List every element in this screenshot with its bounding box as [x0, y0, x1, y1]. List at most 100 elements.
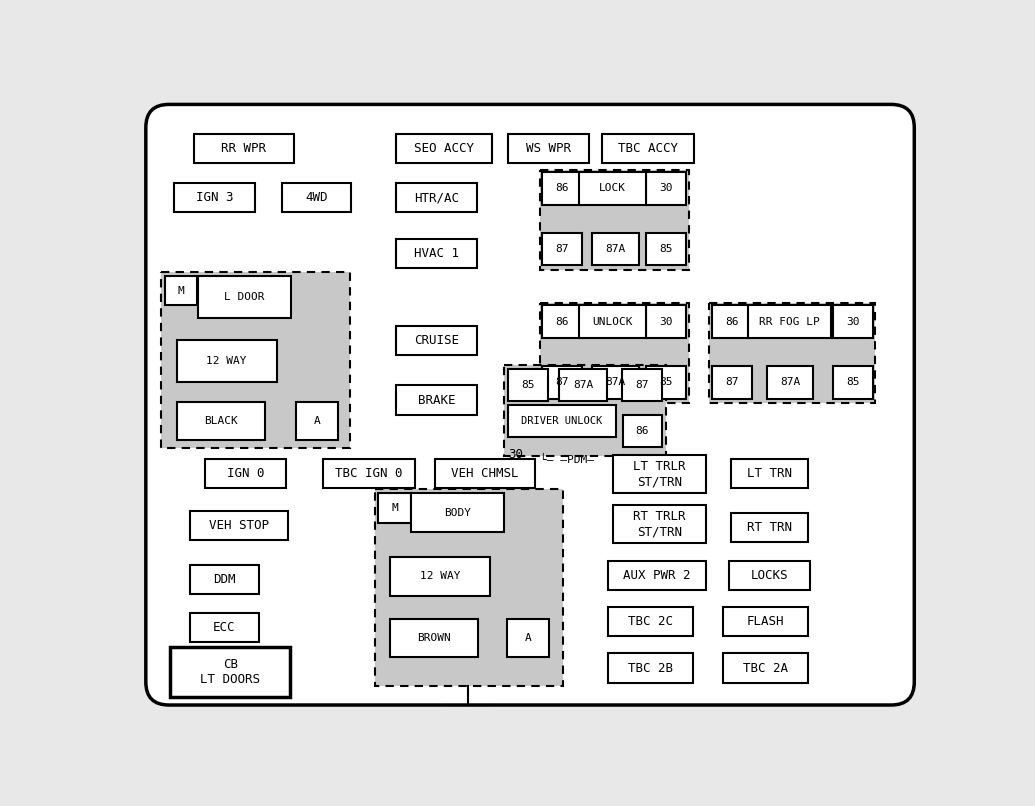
Text: IGN 3: IGN 3: [196, 191, 234, 204]
Bar: [833, 305, 873, 338]
Bar: [396, 183, 477, 212]
Bar: [592, 366, 639, 398]
Bar: [623, 415, 661, 447]
Text: RR FOG LP: RR FOG LP: [759, 317, 820, 326]
Bar: [507, 619, 550, 657]
Bar: [540, 170, 688, 270]
Bar: [542, 366, 583, 398]
Bar: [396, 385, 477, 415]
Bar: [542, 233, 583, 265]
Bar: [613, 455, 706, 493]
Text: CB
LT DOORS: CB LT DOORS: [200, 659, 260, 686]
Bar: [748, 305, 831, 338]
Text: 12 WAY: 12 WAY: [206, 356, 247, 366]
Text: BRAKE: BRAKE: [418, 393, 455, 406]
Bar: [559, 368, 608, 401]
Bar: [540, 303, 688, 403]
Bar: [508, 368, 548, 401]
Bar: [198, 276, 291, 318]
Bar: [396, 134, 493, 163]
Bar: [729, 561, 809, 590]
Text: 30: 30: [659, 317, 673, 326]
Text: AUX PWR 2: AUX PWR 2: [623, 569, 690, 582]
Bar: [189, 511, 289, 540]
Text: RT TRN: RT TRN: [747, 521, 792, 534]
Text: TBC 2A: TBC 2A: [743, 662, 789, 675]
Text: RR WPR: RR WPR: [221, 142, 266, 155]
Text: DDM: DDM: [213, 573, 236, 586]
FancyBboxPatch shape: [146, 105, 914, 705]
Text: WS WPR: WS WPR: [526, 142, 570, 155]
Text: VEH STOP: VEH STOP: [209, 519, 269, 532]
Bar: [613, 505, 706, 543]
Bar: [712, 305, 751, 338]
Text: SEO ACCY: SEO ACCY: [414, 142, 474, 155]
Bar: [296, 401, 338, 440]
Text: HTR/AC: HTR/AC: [414, 191, 459, 204]
Bar: [723, 607, 808, 637]
Text: CRUISE: CRUISE: [414, 334, 459, 347]
Bar: [542, 305, 583, 338]
Bar: [375, 489, 563, 686]
Bar: [767, 366, 814, 398]
Text: FLASH: FLASH: [747, 615, 785, 629]
Bar: [412, 493, 504, 532]
Text: DRIVER UNLOCK: DRIVER UNLOCK: [521, 416, 602, 426]
Text: M: M: [178, 286, 184, 296]
Bar: [709, 303, 875, 403]
Text: 85: 85: [659, 377, 673, 388]
Bar: [283, 183, 352, 212]
Text: LT TRLR
ST/TRN: LT TRLR ST/TRN: [633, 460, 685, 488]
Text: 87A: 87A: [605, 377, 625, 388]
Text: 86: 86: [726, 317, 739, 326]
Bar: [622, 368, 661, 401]
Bar: [435, 459, 535, 488]
Text: VEH CHMSL: VEH CHMSL: [451, 467, 519, 480]
Bar: [833, 366, 873, 398]
Bar: [174, 183, 256, 212]
Text: 85: 85: [846, 377, 859, 388]
Text: 30: 30: [659, 183, 673, 193]
Text: UNLOCK: UNLOCK: [592, 317, 632, 326]
Text: 87A: 87A: [780, 377, 800, 388]
Bar: [542, 172, 583, 205]
Text: 30: 30: [846, 317, 859, 326]
Bar: [205, 459, 286, 488]
Text: BODY: BODY: [444, 508, 471, 517]
Bar: [379, 493, 411, 522]
Text: 85: 85: [659, 244, 673, 254]
Bar: [189, 565, 259, 594]
Bar: [189, 613, 259, 642]
Text: 87: 87: [634, 380, 649, 389]
Text: LOCK: LOCK: [599, 183, 626, 193]
Text: 12 WAY: 12 WAY: [420, 571, 461, 581]
Bar: [731, 459, 808, 488]
Bar: [390, 557, 490, 596]
Bar: [504, 364, 666, 455]
Text: LOCKS: LOCKS: [750, 569, 788, 582]
Text: 86: 86: [556, 183, 569, 193]
Bar: [579, 172, 646, 205]
Bar: [723, 654, 808, 683]
Bar: [579, 305, 646, 338]
Bar: [608, 654, 692, 683]
Bar: [161, 272, 350, 448]
Text: 86: 86: [556, 317, 569, 326]
Text: A: A: [314, 416, 321, 426]
Text: 87: 87: [556, 244, 569, 254]
Text: TBC 2B: TBC 2B: [627, 662, 673, 675]
Text: RT TRLR
ST/TRN: RT TRLR ST/TRN: [633, 510, 685, 538]
Bar: [194, 134, 294, 163]
Text: 86: 86: [635, 426, 649, 436]
Text: IGN 0: IGN 0: [227, 467, 264, 480]
Bar: [177, 401, 265, 440]
Text: TBC IGN 0: TBC IGN 0: [335, 467, 403, 480]
Text: 87A: 87A: [605, 244, 625, 254]
Bar: [601, 134, 694, 163]
Bar: [646, 366, 686, 398]
Bar: [396, 326, 477, 355]
Bar: [608, 561, 706, 590]
Text: 87A: 87A: [573, 380, 593, 389]
Bar: [608, 607, 692, 637]
Bar: [165, 276, 198, 305]
